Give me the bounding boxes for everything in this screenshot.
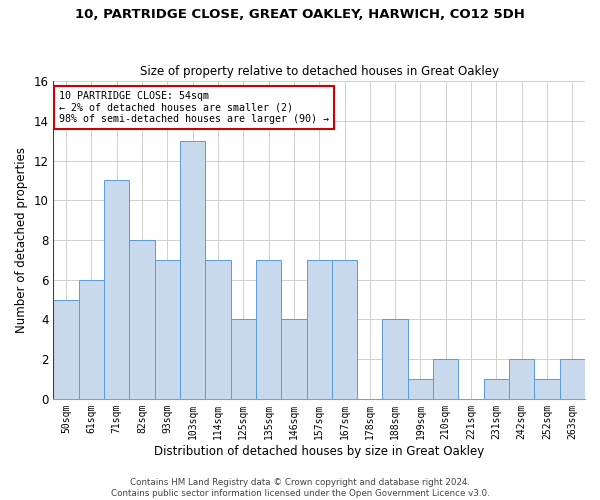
- X-axis label: Distribution of detached houses by size in Great Oakley: Distribution of detached houses by size …: [154, 444, 484, 458]
- Bar: [155, 260, 180, 399]
- Y-axis label: Number of detached properties: Number of detached properties: [15, 147, 28, 333]
- Bar: [281, 320, 307, 399]
- Bar: [408, 379, 433, 399]
- Bar: [433, 359, 458, 399]
- Bar: [332, 260, 357, 399]
- Bar: [130, 240, 155, 399]
- Bar: [79, 280, 104, 399]
- Text: 10, PARTRIDGE CLOSE, GREAT OAKLEY, HARWICH, CO12 5DH: 10, PARTRIDGE CLOSE, GREAT OAKLEY, HARWI…: [75, 8, 525, 20]
- Bar: [560, 359, 585, 399]
- Bar: [180, 140, 205, 399]
- Bar: [509, 359, 535, 399]
- Bar: [535, 379, 560, 399]
- Bar: [382, 320, 408, 399]
- Bar: [256, 260, 281, 399]
- Bar: [484, 379, 509, 399]
- Bar: [104, 180, 130, 399]
- Bar: [230, 320, 256, 399]
- Text: 10 PARTRIDGE CLOSE: 54sqm
← 2% of detached houses are smaller (2)
98% of semi-de: 10 PARTRIDGE CLOSE: 54sqm ← 2% of detach…: [59, 90, 329, 124]
- Bar: [205, 260, 230, 399]
- Bar: [53, 300, 79, 399]
- Title: Size of property relative to detached houses in Great Oakley: Size of property relative to detached ho…: [140, 66, 499, 78]
- Bar: [307, 260, 332, 399]
- Text: Contains HM Land Registry data © Crown copyright and database right 2024.
Contai: Contains HM Land Registry data © Crown c…: [110, 478, 490, 498]
